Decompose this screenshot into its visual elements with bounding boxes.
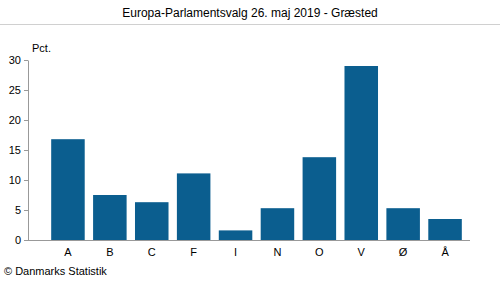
x-tick-label: F [190,246,197,258]
bar [177,173,211,240]
y-tick: 30 [9,54,28,66]
y-tick-mark [24,90,28,91]
y-tick-label: 0 [15,234,21,246]
bar [93,195,127,240]
y-tick-mark [24,60,28,61]
bar [428,219,462,240]
source: © Danmarks Statistik [4,265,107,277]
y-tick-label: 15 [9,144,21,156]
x-tick: Ø [399,246,408,258]
y-tick: 5 [15,204,28,216]
x-tick-label: C [148,246,156,258]
x-tick-label: Å [441,246,449,258]
y-axis-line [28,61,29,241]
x-tick: F [190,246,197,258]
x-axis: ABCFINOVØÅ [28,241,470,258]
x-tick-label: V [358,246,366,258]
y-tick: 10 [9,174,28,186]
y-tick-label: 25 [9,84,21,96]
x-tick: N [273,246,281,258]
y-tick-mark [24,150,28,151]
x-tick: B [106,246,113,258]
y-tick: 20 [9,114,28,126]
bar [303,157,337,240]
bar [386,208,420,240]
plot: 0 5 10 15 20 25 30 A B C F I N O V Ø Å [9,54,470,258]
bars [51,66,462,240]
y-tick-mark [24,240,28,241]
title: Europa-Parlamentsvalg 26. maj 2019 - Græ… [122,6,377,20]
chart: Europa-Parlamentsvalg 26. maj 2019 - Græ… [0,0,500,282]
y-axis-title: Pct. [32,42,51,54]
y-tick-label: 30 [9,54,21,66]
y-tick-mark [24,120,28,121]
bar [135,202,169,240]
y-tick-label: 5 [15,204,21,216]
x-tick-label: Ø [399,246,408,258]
y-tick-label: 10 [9,174,21,186]
x-axis-line [28,240,470,241]
x-tick-label: O [315,246,324,258]
y-tick: 15 [9,144,28,156]
x-tick: A [64,246,72,258]
bar [51,139,85,240]
x-tick: I [234,246,237,258]
y-tick-label: 20 [9,114,21,126]
x-tick: C [148,246,156,258]
y-axis: 0 5 10 15 20 25 30 [9,54,29,246]
y-tick: 25 [9,84,28,96]
bar [219,230,253,240]
x-tick-label: A [64,246,72,258]
x-tick: V [358,246,366,258]
bar [261,208,295,240]
bar [344,66,378,240]
x-tick-label: B [106,246,113,258]
y-tick-mark [24,210,28,211]
x-tick: Å [441,246,449,258]
x-tick-label: I [234,246,237,258]
x-tick: O [315,246,324,258]
title-rule [0,24,500,25]
y-tick-mark [24,180,28,181]
x-tick-label: N [273,246,281,258]
y-tick: 0 [15,234,28,246]
